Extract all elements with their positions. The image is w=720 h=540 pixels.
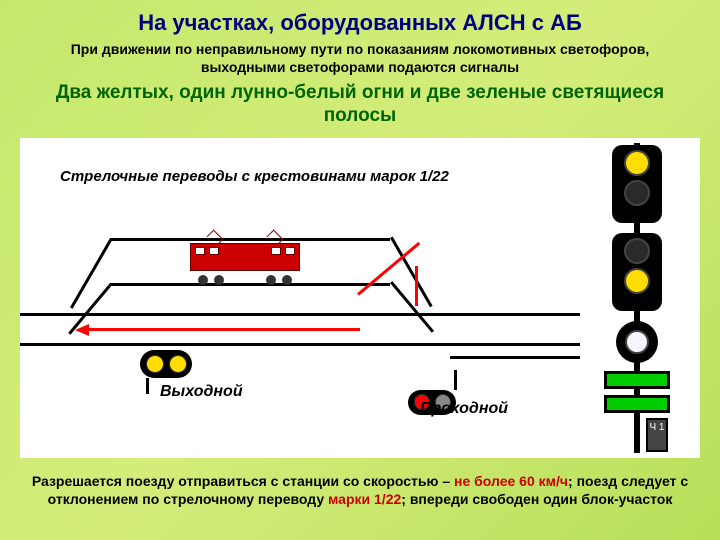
switch-label: Стрелочные переводы с крестовинами марок…	[60, 168, 449, 185]
block-section-line	[450, 356, 580, 359]
pass-label: Проходной	[420, 400, 508, 418]
subtitle: При движении по неправильному пути по по…	[0, 36, 720, 80]
green-stripe	[604, 395, 670, 413]
arrowhead-icon	[75, 324, 89, 336]
turnout-line	[70, 238, 113, 309]
track-siding-top	[110, 238, 390, 241]
exit-label: Выходной	[160, 383, 243, 401]
signal-diagram: Стрелочные переводы с крестовинами марок…	[20, 138, 700, 458]
green-stripe	[604, 371, 670, 389]
footer-part: ; впереди свободен один блок-участок	[401, 491, 672, 507]
footer-mark: марки 1/22	[328, 491, 401, 507]
page-title: На участках, оборудованных АЛСН с АБ	[0, 0, 720, 36]
route-indicator: Ч 1	[646, 418, 668, 452]
main-exit-signal: Ч 1	[602, 143, 672, 453]
train-icon	[190, 243, 300, 279]
route-arrow	[80, 328, 360, 331]
track-main-bottom	[20, 343, 580, 346]
track-main-top	[20, 313, 580, 316]
signal-description: Два желтых, один лунно-белый огни и две …	[0, 80, 720, 130]
footer-part: Разрешается поезду отправиться с станции…	[32, 473, 454, 489]
turnout-line	[390, 281, 434, 333]
route-arrow	[415, 266, 418, 306]
footer-text: Разрешается поезду отправиться с станции…	[0, 466, 720, 514]
track-siding-bottom	[110, 283, 390, 286]
footer-speed: не более 60 км/ч	[454, 473, 568, 489]
